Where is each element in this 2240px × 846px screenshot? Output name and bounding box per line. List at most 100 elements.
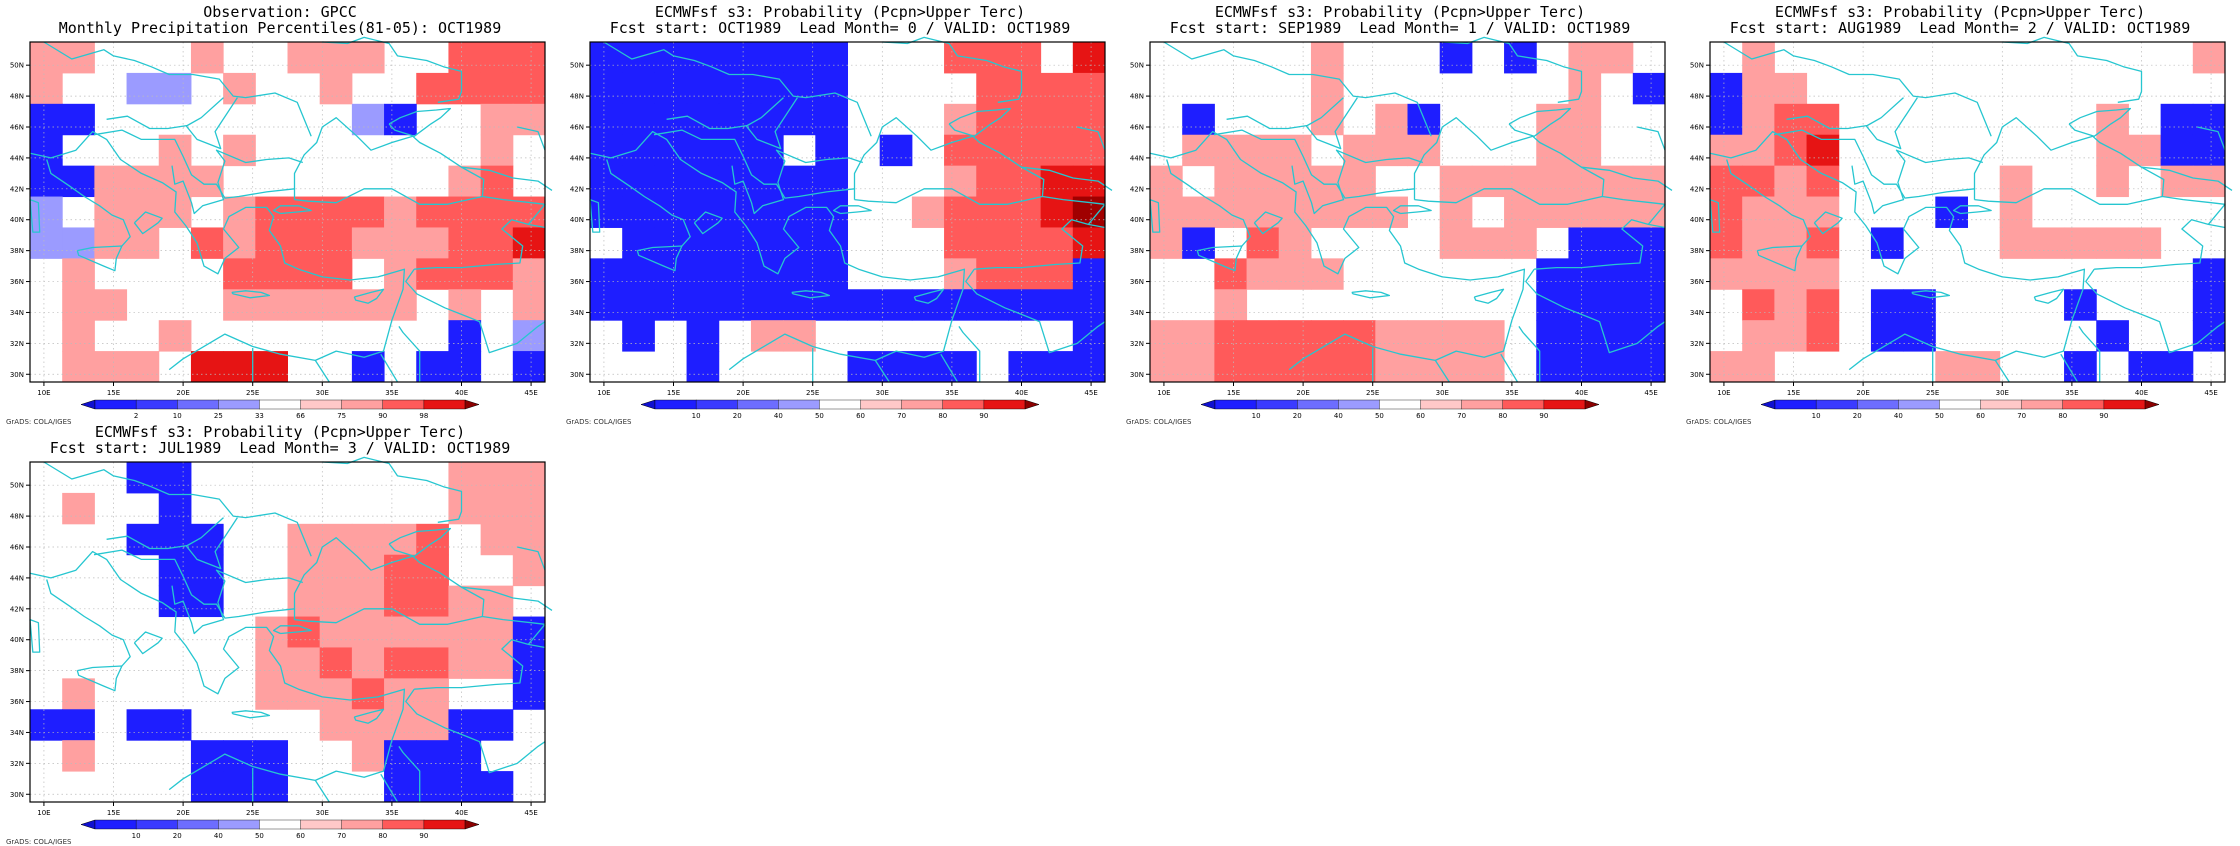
grid-cell: [1568, 103, 1602, 136]
grid-cell: [384, 740, 417, 772]
lat-tick-label: 32N: [1690, 340, 1704, 348]
grid-cell: [783, 227, 816, 259]
colorbar-segment: [1543, 399, 1586, 410]
coastline: [133, 211, 163, 235]
coastline: [1648, 223, 1666, 229]
coastline: [1392, 205, 1432, 215]
grid-cell: [1774, 165, 1808, 198]
grid-cell: [1182, 351, 1215, 383]
grid-cell: [255, 678, 288, 710]
grid-cell: [1504, 227, 1537, 259]
grid-cell: [1600, 351, 1634, 383]
panel-title: ECMWFsf s3: Probability (Pcpn>Upper Terc…: [1214, 3, 1586, 21]
colorbar-label: 80: [1498, 412, 1507, 420]
grid-cell: [1471, 227, 1505, 259]
grid-cell: [750, 289, 784, 321]
grid-cell: [1471, 320, 1505, 352]
grid-cell: [1536, 165, 1569, 198]
lon-tick-label: 20E: [736, 389, 749, 397]
grid-cell: [1806, 165, 1840, 198]
grid-cell: [287, 585, 321, 618]
grid-cell: [750, 258, 784, 290]
coastline: [1021, 166, 1113, 191]
lon-tick-label: 40E: [455, 809, 468, 817]
grid-cell: [622, 103, 655, 136]
grid-cell: [1214, 258, 1248, 290]
grid-cell: [686, 196, 720, 228]
grid-cell: [1439, 165, 1473, 198]
grid-cell: [351, 196, 385, 228]
grid-cell: [448, 196, 482, 228]
grid-cell: [126, 72, 160, 105]
grid-cell: [1310, 258, 1344, 290]
colorbar-segment: [1815, 399, 1858, 410]
lat-tick-label: 34N: [1690, 309, 1704, 317]
grid-cell: [590, 165, 623, 198]
colorbar-arrow-high: [464, 819, 480, 830]
grid-cell: [1214, 196, 1248, 228]
grid-cell: [1999, 196, 2033, 228]
grid-cell: [654, 134, 688, 167]
lon-tick-label: 30E: [1436, 389, 1449, 397]
grid-cell: [158, 165, 192, 198]
grid-cell: [480, 42, 514, 74]
grid-cell: [1600, 42, 1634, 74]
grid-cell: [1008, 196, 1042, 228]
grid-cell: [158, 709, 192, 741]
lat-tick-label: 44N: [10, 154, 24, 162]
colorbar-label: 60: [1416, 412, 1425, 420]
coastline: [1973, 117, 2165, 205]
grid-cell: [686, 165, 720, 198]
grid-cell: [62, 103, 95, 136]
lat-tick-label: 46N: [570, 124, 584, 132]
lat-tick-label: 50N: [1690, 62, 1704, 70]
coastline: [1413, 117, 1605, 205]
grid-cell: [319, 554, 353, 587]
grid-cell: [480, 771, 514, 803]
grid-cell: [815, 103, 848, 136]
grid-cell: [1246, 320, 1280, 352]
grid-cell: [654, 258, 688, 290]
grid-cell: [384, 227, 417, 259]
grid-cell: [1310, 42, 1344, 74]
coastline: [853, 117, 1045, 205]
grid-cell: [1246, 227, 1280, 259]
colorbar-segment: [177, 399, 219, 410]
lat-tick-label: 30N: [570, 371, 584, 379]
coastline: [414, 195, 546, 270]
grid-cell: [158, 523, 192, 556]
grid-cell: [686, 258, 720, 290]
coastline: [398, 326, 421, 382]
grid-cell: [2064, 227, 2097, 259]
grid-cell: [815, 42, 848, 74]
coastline: [353, 288, 385, 304]
colorbar-arrow-high: [2144, 399, 2160, 410]
colorbar-segment: [1857, 399, 1899, 410]
coastline: [322, 456, 463, 523]
colorbar-arrow-low: [1200, 399, 1216, 410]
grid-cell: [255, 258, 288, 290]
grid-cell: [2192, 134, 2226, 167]
grid-cell: [1343, 165, 1376, 198]
grid-cell: [1072, 289, 1106, 321]
grid-cell: [94, 289, 128, 321]
grid-cell: [1806, 289, 1840, 321]
grid-cell: [448, 585, 482, 618]
grid-cell: [30, 103, 63, 136]
coastline: [940, 353, 959, 383]
lat-tick-label: 30N: [1130, 371, 1144, 379]
colorbar-segment: [1898, 399, 1940, 410]
grid-cell: [223, 134, 256, 167]
grid-cell: [1536, 134, 1569, 167]
grid-cell: [1310, 351, 1344, 383]
grid-cell: [190, 523, 224, 556]
colorbar-label: 80: [2058, 412, 2067, 420]
grid-cell: [622, 196, 655, 228]
grid-cell: [448, 771, 482, 803]
colorbar-segment: [177, 819, 219, 830]
lat-tick-label: 34N: [10, 729, 24, 737]
lat-tick-label: 44N: [10, 574, 24, 582]
coastline: [272, 205, 312, 215]
lon-tick-label: 25E: [806, 389, 819, 397]
map-plot: 10E 15E 20E 25E 30E 35E 40E 45E 30N 32N 34N 36N 38N 4…: [570, 36, 1113, 420]
